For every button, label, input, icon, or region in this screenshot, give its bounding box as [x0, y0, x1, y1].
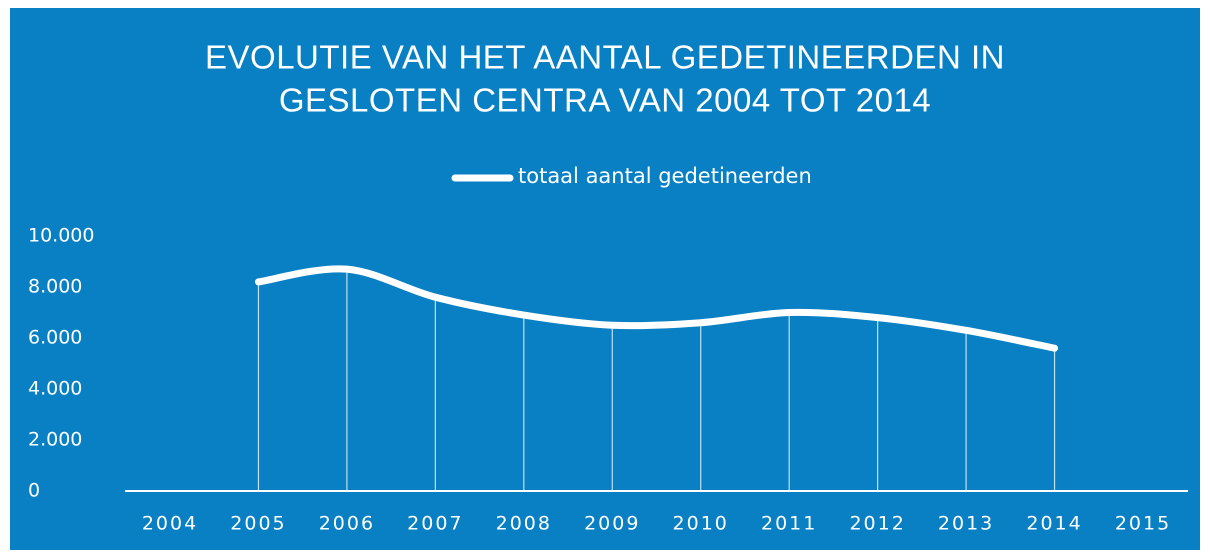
- chart-background: [10, 8, 1200, 550]
- y-tick-label: 8.000: [28, 276, 82, 298]
- x-tick-label: 2008: [496, 513, 552, 535]
- y-tick-label: 0: [28, 480, 40, 502]
- line-series: [254, 265, 1059, 352]
- x-tick-label: 2006: [319, 513, 375, 535]
- x-tick-label: 2005: [230, 513, 286, 535]
- x-tick-label: 2004: [142, 513, 198, 535]
- x-tick-label: 2009: [584, 513, 640, 535]
- y-tick-label: 4.000: [28, 378, 82, 400]
- chart-title: GESLOTEN CENTRA VAN 2004 TOT 2014: [279, 82, 931, 119]
- x-tick-label: 2007: [407, 513, 463, 535]
- x-tick-label: 2012: [849, 513, 905, 535]
- x-tick-label: 2014: [1026, 513, 1082, 535]
- y-tick-label: 6.000: [28, 327, 82, 349]
- x-tick-label: 2011: [761, 513, 817, 535]
- y-tick-label: 2.000: [28, 429, 82, 451]
- legend-label: totaal aantal gedetineerden: [518, 164, 812, 188]
- y-tick-label: 10.000: [28, 225, 94, 247]
- x-tick-label: 2010: [673, 513, 729, 535]
- chart-title: EVOLUTIE VAN HET AANTAL GEDETINEERDEN IN: [205, 39, 1005, 76]
- x-tick-label: 2013: [938, 513, 994, 535]
- x-tick-label: 2015: [1115, 513, 1171, 535]
